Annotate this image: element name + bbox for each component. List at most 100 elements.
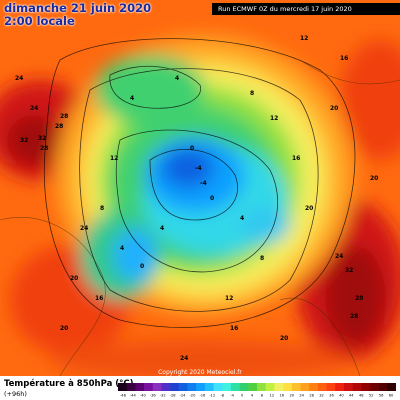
isotherm-label: 20 xyxy=(70,275,78,282)
isotherm-label: 24 xyxy=(80,225,88,232)
legend-swatch xyxy=(152,383,162,391)
legend-tick-label: 0 xyxy=(241,394,244,398)
isotherm-label: 8 xyxy=(250,90,254,97)
legend-tick-label: -12 xyxy=(209,394,215,398)
legend-swatch xyxy=(283,383,293,391)
legend-tick-label: 44 xyxy=(349,394,354,398)
isotherm-label: 4 xyxy=(130,95,134,102)
temperature-map: 24 28 32 28 28 32 32 28 24 28 20 16 12 8 4 4 0 -4 4 0 8 16 20 2… xyxy=(0,0,400,376)
legend-swatch xyxy=(257,383,266,391)
legend-swatch xyxy=(187,383,197,391)
forecast-offset: (+96h) xyxy=(4,390,27,398)
isotherm-label: -4 xyxy=(200,180,207,187)
legend-swatch xyxy=(309,383,319,391)
isotherm-label: 24 xyxy=(180,355,188,362)
legend-swatch xyxy=(326,383,336,391)
isotherm-label: 20 xyxy=(305,205,313,212)
legend-tick-label: -32 xyxy=(160,394,166,398)
legend-tick-label: 48 xyxy=(359,394,364,398)
legend-swatch xyxy=(126,383,136,391)
legend-tick-label: 12 xyxy=(270,394,275,398)
isotherm-label: 12 xyxy=(225,295,233,302)
isotherm-label: 4 xyxy=(160,225,164,232)
isotherm-label: 32 xyxy=(38,135,46,142)
legend-tick-label: -8 xyxy=(220,394,224,398)
isotherm-label: 28 xyxy=(355,295,363,302)
isotherm-label: 16 xyxy=(230,325,238,332)
legend-swatch xyxy=(170,383,180,391)
legend-swatch xyxy=(144,383,154,391)
copyright: Copyright 2020 Meteociel.fr xyxy=(158,369,242,376)
isotherm-label: 20 xyxy=(60,325,68,332)
isotherm-label: 32 xyxy=(20,137,28,144)
isotherm-label: 24 xyxy=(15,75,23,82)
color-legend: -48 -44 -40 -36 -32 -28 -24 -20 -16 -12 -8 -4 0 4 8 12 1… xyxy=(118,383,396,398)
legend-swatch xyxy=(387,383,396,391)
legend-swatch xyxy=(335,383,345,391)
legend-title: Température à 850hPa (°C) xyxy=(4,379,134,389)
legend-swatch xyxy=(265,383,275,391)
legend-tick-label: -20 xyxy=(190,394,197,398)
isotherm-label: 28 xyxy=(60,113,68,120)
legend-swatch xyxy=(369,383,379,391)
legend-swatch xyxy=(300,383,310,391)
legend-swatch xyxy=(135,383,145,391)
legend-swatch xyxy=(204,383,214,391)
legend-tick-label: 20 xyxy=(289,394,294,398)
legend-swatch xyxy=(291,383,301,391)
isotherm-label: 16 xyxy=(95,295,103,302)
legend-tick-label: -16 xyxy=(199,394,206,398)
isotherm-label: 4 xyxy=(240,215,244,222)
legend-tick-label: -4 xyxy=(230,394,234,398)
isotherm-label: 28 xyxy=(55,123,63,130)
isotherm-label: 4 xyxy=(175,75,179,82)
legend-tick-label: -44 xyxy=(130,394,137,398)
legend-tick-label: -40 xyxy=(140,394,147,398)
legend-swatch xyxy=(361,383,371,391)
legend-swatch xyxy=(239,383,249,391)
isotherm-label: 8 xyxy=(100,205,104,212)
isotherm-label: 12 xyxy=(270,115,278,122)
legend-tick-label: 28 xyxy=(309,394,314,398)
legend-swatch xyxy=(178,383,188,391)
legend-tick-label: 40 xyxy=(339,394,344,398)
legend-tick-label: 4 xyxy=(251,394,254,398)
legend-swatch xyxy=(118,383,127,391)
isotherm-label: -4 xyxy=(195,165,202,172)
legend-swatch xyxy=(222,383,232,391)
legend-tick-label: -24 xyxy=(180,394,187,398)
legend-swatch xyxy=(230,383,240,391)
legend-swatch xyxy=(317,383,327,391)
run-info: Run ECMWF 0Z du mercredi 17 juin 2020 xyxy=(212,3,400,15)
legend-tick-label: -48 xyxy=(120,394,127,398)
legend-swatch xyxy=(343,383,353,391)
legend-swatch xyxy=(378,383,388,391)
legend-tick-label: -28 xyxy=(170,394,177,398)
legend-swatch xyxy=(248,383,258,391)
legend-tick-label: 16 xyxy=(280,394,285,398)
isotherm-label: 4 xyxy=(120,245,124,252)
isotherm-label: 20 xyxy=(280,335,288,342)
isotherm-label: 0 xyxy=(140,263,144,270)
legend-tick-label: 60 xyxy=(389,394,394,398)
isotherm-label: 8 xyxy=(260,255,264,262)
legend-swatch xyxy=(352,383,362,391)
isotherm-label: 12 xyxy=(110,155,118,162)
isotherm-label: 0 xyxy=(210,195,214,202)
isotherm-label: 20 xyxy=(370,175,378,182)
legend-swatch xyxy=(196,383,206,391)
isotherm-label: 16 xyxy=(340,55,348,62)
legend-swatch xyxy=(161,383,171,391)
legend-tick-label: 36 xyxy=(329,394,334,398)
isotherm-label: 28 xyxy=(40,145,48,152)
isotherm-label: 12 xyxy=(300,35,308,42)
legend-tick-label: 8 xyxy=(261,394,264,398)
isotherm-label: 24 xyxy=(30,105,38,112)
isotherm-label: 20 xyxy=(330,105,338,112)
isotherm-label: 28 xyxy=(350,313,358,320)
legend-swatch xyxy=(274,383,284,391)
legend-tick-label: 52 xyxy=(369,394,374,398)
isotherm-label: 16 xyxy=(292,155,300,162)
legend-tick-label: 32 xyxy=(319,394,324,398)
legend-swatch xyxy=(213,383,223,391)
